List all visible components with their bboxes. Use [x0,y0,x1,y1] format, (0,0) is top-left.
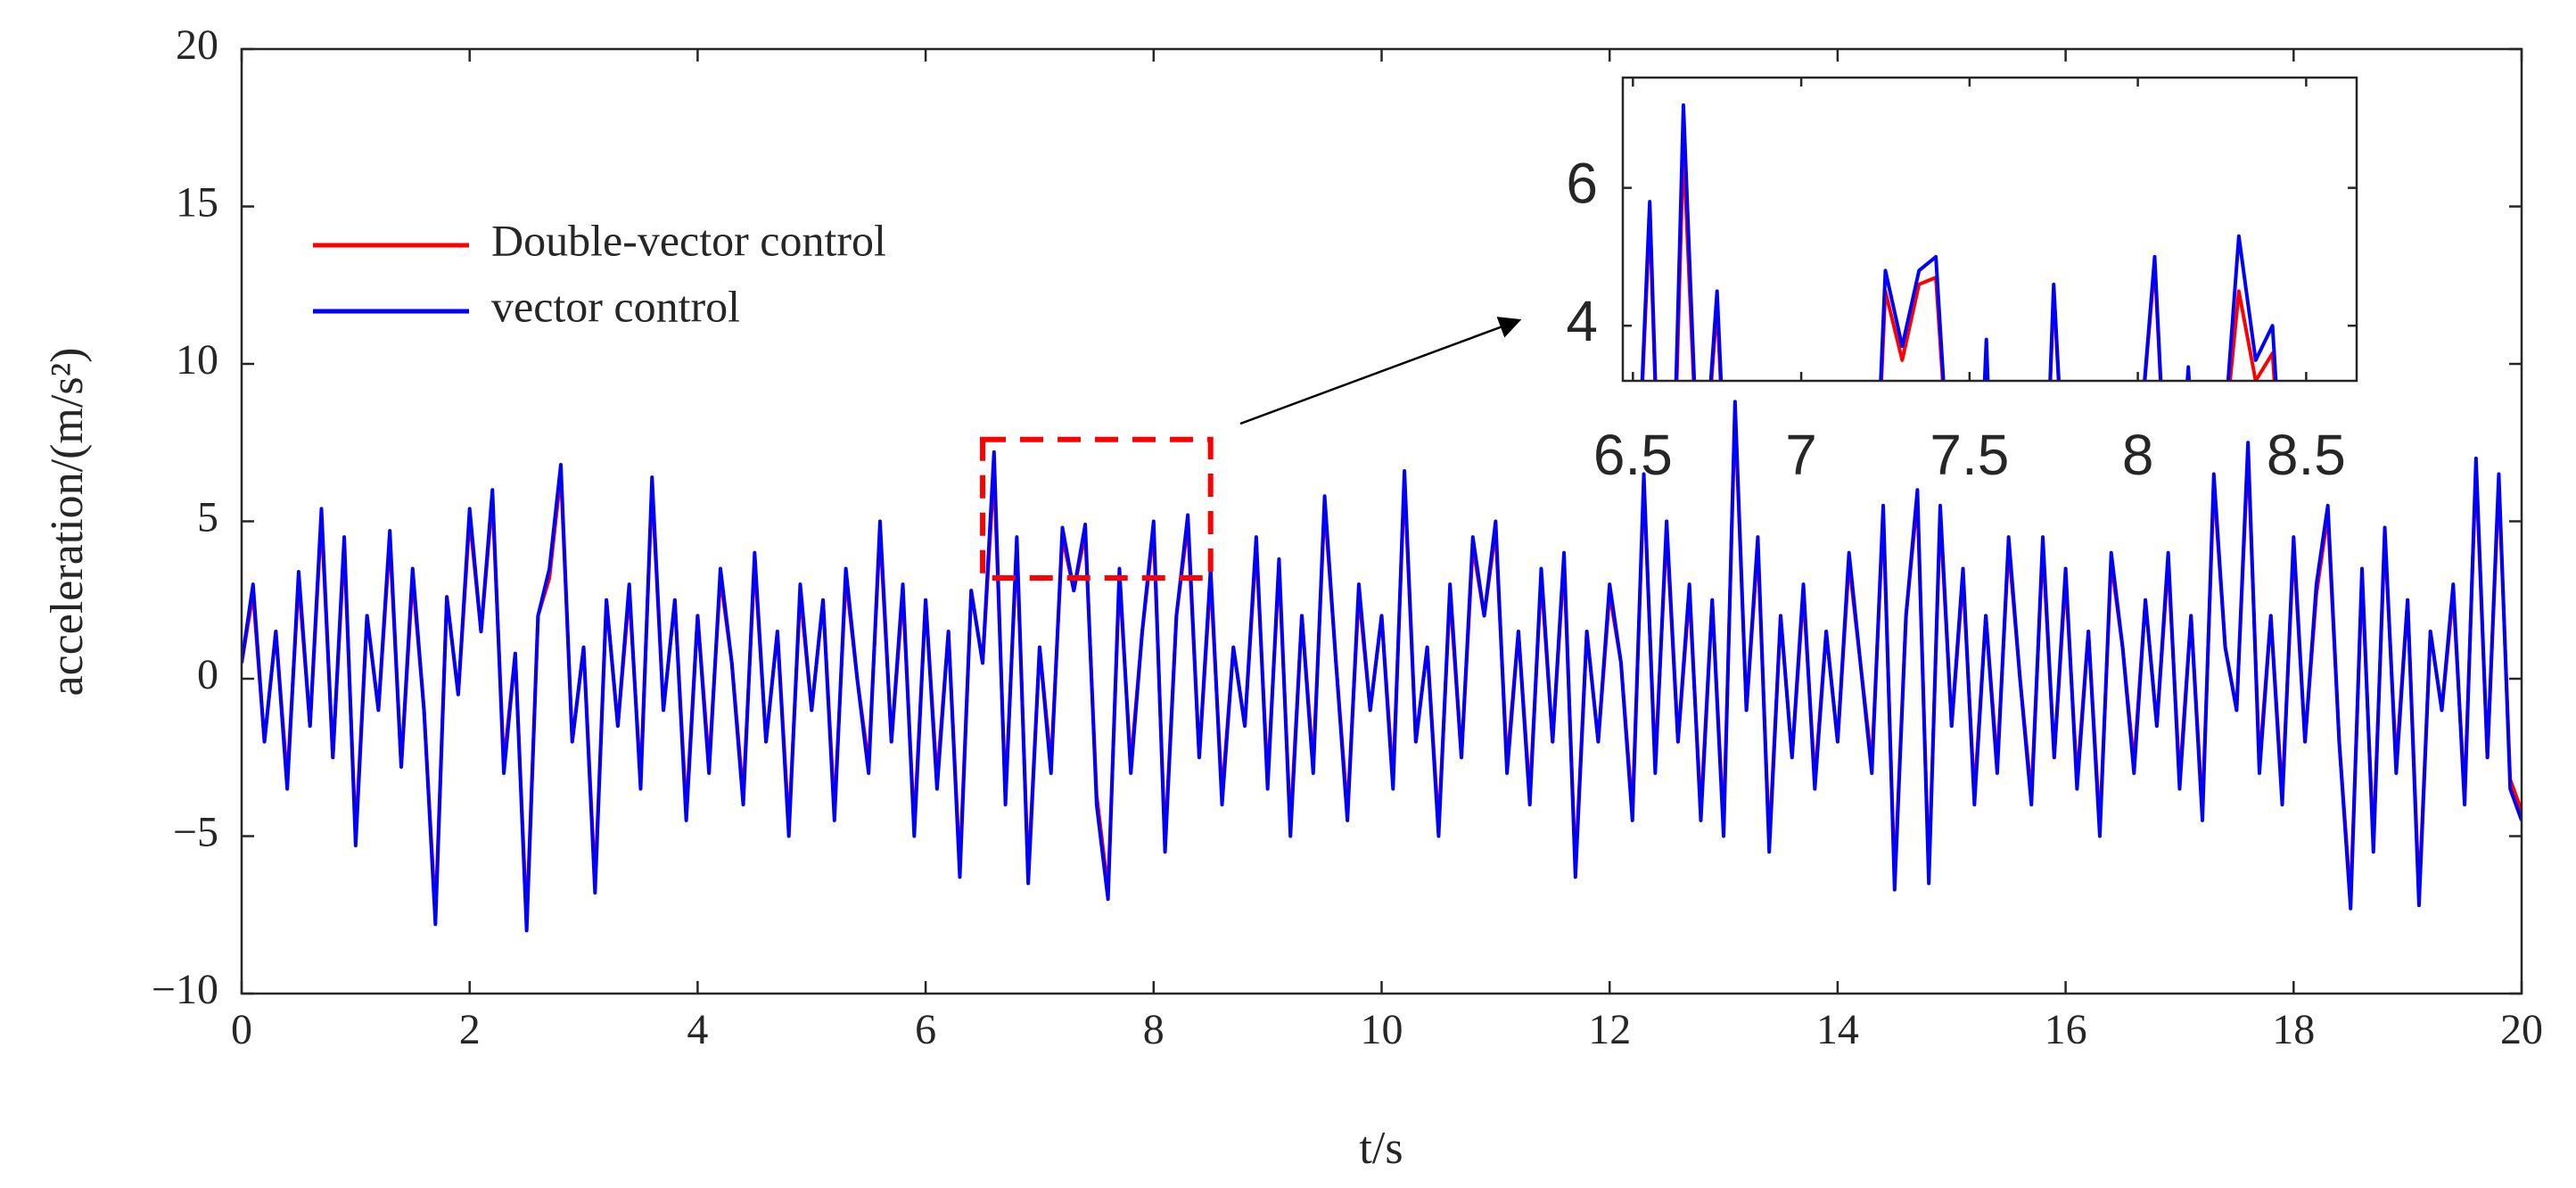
axis-frame [240,47,2523,995]
x-tick-label: 8 [2122,423,2154,487]
x-tick-label: 10 [1361,1006,1403,1053]
y-tick-label: −10 [152,966,218,1013]
x-tick-label: 8 [1143,1006,1165,1053]
y-tick-label: 6 [1566,152,1598,216]
data-line [242,400,2522,933]
x-tick-label: 6.5 [1593,423,1673,487]
axis-frame [1621,76,2358,383]
x-tick-label: 8.5 [2267,423,2346,487]
y-tick-label: 0 [197,651,218,698]
zoom-box [980,436,1214,582]
x-tick-label: 12 [1588,1006,1631,1053]
x-tick-label: 7 [1785,423,1817,487]
y-tick-label: 10 [176,336,218,384]
y-tick-label: 15 [176,179,218,227]
x-tick-label: 2 [459,1006,481,1053]
legend-label: vector control [491,281,740,331]
legend-label: Double-vector control [491,215,886,265]
x-tick-label: 16 [2045,1006,2087,1053]
x-tick-label: 14 [1816,1006,1859,1053]
x-tick-label: 20 [2500,1006,2543,1053]
x-tick-label: 0 [231,1006,252,1053]
y-tick-label: 20 [176,21,218,69]
series-group [242,400,2522,933]
x-axis-label: t/s [1359,1123,1403,1174]
x-tick-label: 4 [687,1006,708,1053]
plot-inset: 6.5 7 7.5 8 8.5 4 6 [1566,76,2358,487]
y-tick-label: −5 [173,809,218,856]
y-tick-label: 5 [197,494,218,541]
zoom-arrow [1239,317,1522,425]
y-axis-label: acceleration/(m/s²) [42,348,93,697]
y-tick-label: 4 [1566,289,1598,353]
x-tick-label: 18 [2272,1006,2315,1053]
x-tick-label: 6 [915,1006,936,1053]
x-tick-label: 7.5 [1930,423,2009,487]
